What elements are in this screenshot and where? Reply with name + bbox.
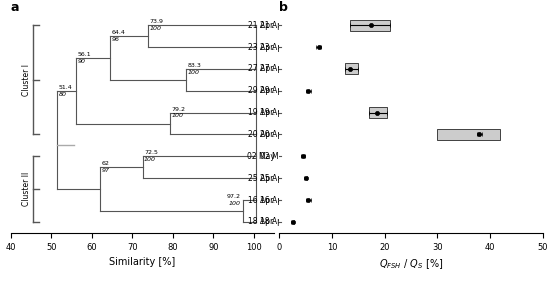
Text: 21 Apr.: 21 Apr. (248, 21, 275, 30)
X-axis label: $Q_{FSH}$ / $Q_S$ [%]: $Q_{FSH}$ / $Q_S$ [%] (379, 257, 443, 271)
Text: 19 Apr.: 19 Apr. (260, 108, 287, 117)
Text: 72.5: 72.5 (144, 151, 158, 155)
Text: 79.2: 79.2 (172, 107, 185, 112)
Text: Cluster II: Cluster II (22, 172, 31, 206)
Text: 02 May: 02 May (260, 152, 288, 161)
Text: 97.2: 97.2 (227, 194, 241, 199)
Text: 100: 100 (188, 70, 200, 75)
Text: 100: 100 (229, 201, 241, 206)
Text: 23 Apr.: 23 Apr. (260, 43, 287, 51)
Text: 27 Apr.: 27 Apr. (260, 64, 287, 73)
Text: 20 Apr.: 20 Apr. (260, 130, 287, 139)
Text: 19 Apr.: 19 Apr. (248, 108, 275, 117)
Text: 18 Apr.: 18 Apr. (260, 218, 287, 226)
Text: 27 Apr.: 27 Apr. (248, 64, 275, 73)
Text: Cluster I: Cluster I (22, 64, 31, 96)
Text: 64.4: 64.4 (111, 30, 125, 35)
Text: 96: 96 (111, 37, 119, 42)
Text: 51.4: 51.4 (59, 85, 72, 90)
Text: 16 Apr.: 16 Apr. (248, 196, 275, 204)
Text: 62: 62 (101, 161, 110, 166)
Bar (345, 63, 358, 74)
Bar (350, 20, 390, 31)
Text: 25 Apr.: 25 Apr. (260, 174, 287, 183)
Text: a: a (11, 1, 20, 14)
Text: 97: 97 (101, 168, 110, 173)
Text: 100: 100 (150, 26, 162, 31)
Bar (437, 129, 500, 140)
Text: 100: 100 (144, 157, 156, 162)
Text: 29 Apr.: 29 Apr. (248, 86, 275, 95)
Text: 100: 100 (172, 114, 183, 118)
Text: 21 Apr.: 21 Apr. (260, 21, 287, 30)
Text: 18 Apr.: 18 Apr. (248, 218, 275, 226)
Text: 25 Apr.: 25 Apr. (248, 174, 275, 183)
Bar (369, 107, 387, 118)
Text: 29 Apr.: 29 Apr. (260, 86, 287, 95)
Text: 90: 90 (78, 59, 85, 64)
Text: 20 Apr.: 20 Apr. (248, 130, 275, 139)
Text: 80: 80 (59, 92, 67, 97)
Text: 16 Apr.: 16 Apr. (260, 196, 287, 204)
Text: 73.9: 73.9 (150, 19, 164, 24)
Text: 23 Apr.: 23 Apr. (248, 43, 275, 51)
Text: 83.3: 83.3 (188, 63, 202, 68)
Text: b: b (279, 1, 288, 14)
Text: 02 May: 02 May (247, 152, 275, 161)
X-axis label: Similarity [%]: Similarity [%] (110, 257, 176, 267)
Text: 56.1: 56.1 (78, 52, 92, 57)
